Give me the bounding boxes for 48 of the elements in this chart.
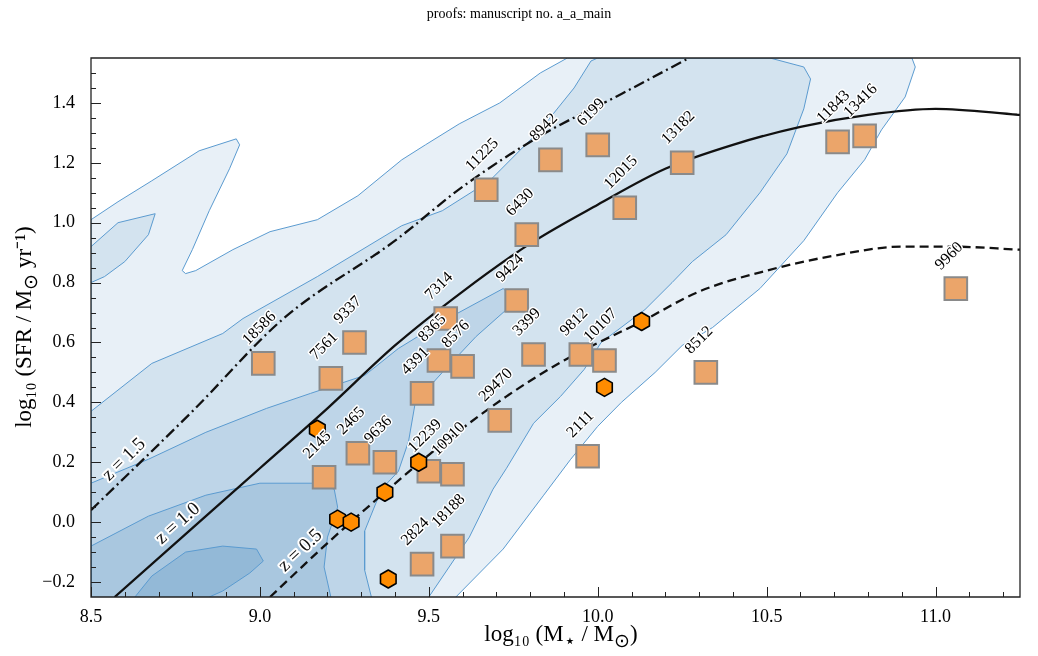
point: [372, 449, 398, 475]
point: [318, 366, 344, 391]
y-tick-label: 0.8: [52, 271, 75, 292]
x-tick-label: 10.5: [750, 605, 783, 626]
point: [612, 195, 638, 221]
annotation: 6199: [572, 94, 608, 129]
y-tick-label: 0.2: [52, 450, 75, 471]
text: z = 0.5: [273, 523, 326, 576]
point: [943, 276, 969, 301]
point: [521, 342, 546, 367]
y-tick-label: 1.0: [52, 211, 75, 232]
point: [514, 222, 540, 247]
y-tick-label: 0.0: [52, 510, 75, 531]
y-tick-label: 0.6: [52, 331, 75, 352]
point: [440, 533, 465, 559]
x-tick-label: 8.5: [79, 605, 103, 626]
annotation: 7561: [305, 327, 341, 363]
text: z = 1.0: [150, 497, 204, 548]
annotation: 4391: [397, 342, 432, 378]
point: [669, 150, 695, 176]
point: [342, 330, 367, 355]
point: [538, 147, 563, 173]
x-tick-label: 9.5: [417, 605, 441, 626]
point: [409, 551, 435, 577]
point: [592, 348, 617, 373]
point: [450, 354, 475, 379]
y-tick-label: 0.4: [52, 391, 75, 412]
point: [852, 123, 877, 149]
point: [568, 342, 594, 367]
point: [311, 464, 337, 490]
y-tick-label: 1.2: [52, 151, 75, 172]
x-tick-label: 11.0: [920, 605, 951, 626]
point: [487, 408, 513, 433]
point: [575, 443, 600, 469]
annotation: 2111: [562, 406, 597, 441]
x-tick-label: 9.0: [248, 605, 272, 626]
point: [409, 381, 435, 406]
point: [473, 177, 499, 203]
point: [693, 360, 719, 385]
y-tick-label: −0.2: [42, 570, 75, 591]
annotation: 6430: [501, 184, 537, 219]
y-tick-label: 1.4: [52, 91, 75, 112]
point: [825, 129, 850, 155]
point: [250, 351, 276, 376]
text: z = 1.5: [97, 432, 150, 485]
annotation: 8512: [680, 321, 716, 357]
chart-title: proofs: manuscript no. a_a_main: [425, 6, 613, 22]
point: [440, 461, 465, 487]
